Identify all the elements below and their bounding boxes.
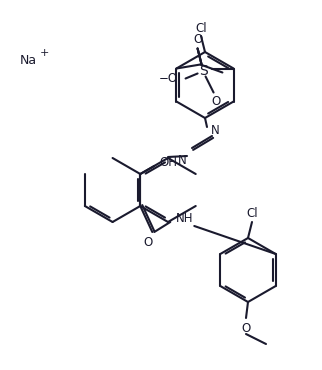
Text: O: O <box>242 322 251 334</box>
Text: Na: Na <box>19 54 37 67</box>
Text: S: S <box>199 64 208 77</box>
Text: Cl: Cl <box>195 21 207 34</box>
Text: N: N <box>211 124 219 137</box>
Text: Cl: Cl <box>246 206 258 219</box>
Text: OH: OH <box>159 155 177 168</box>
Text: +: + <box>39 47 49 57</box>
Text: NH: NH <box>175 212 193 225</box>
Text: N: N <box>178 154 186 166</box>
Text: O: O <box>144 235 153 249</box>
Text: O: O <box>211 95 220 108</box>
Text: −O: −O <box>158 72 177 85</box>
Text: O: O <box>193 33 202 46</box>
